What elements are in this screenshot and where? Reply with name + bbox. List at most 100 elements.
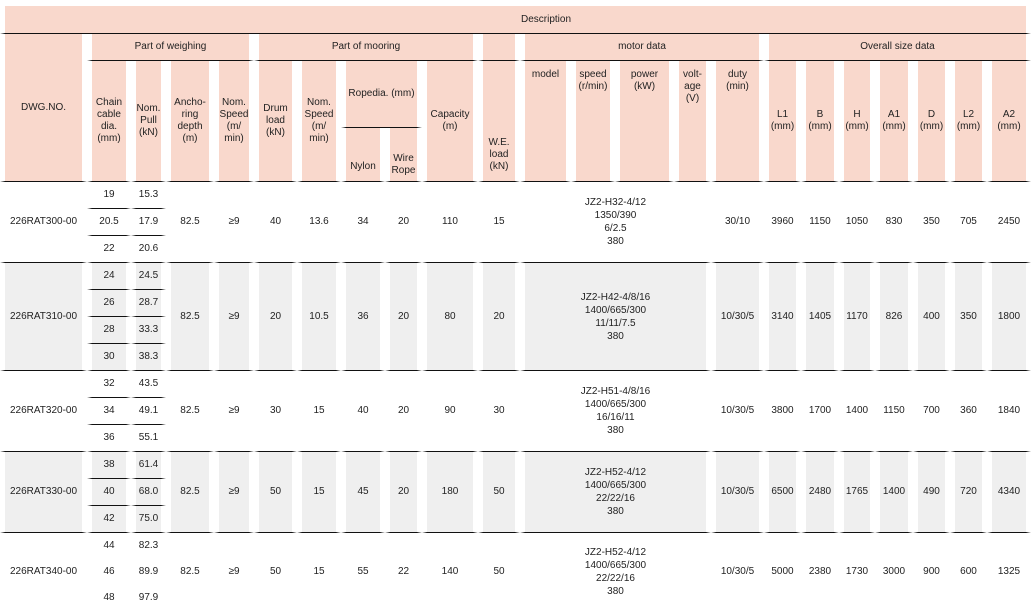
col-duty: duty (min) bbox=[711, 61, 764, 182]
nom-pull-cell: 61.4 bbox=[131, 452, 166, 479]
we-load-cell: 30 bbox=[478, 371, 520, 452]
chain-dia-cell: 40 bbox=[87, 479, 131, 506]
nom-pull-cell: 33.3 bbox=[131, 317, 166, 344]
overall-size-header: Overall size data bbox=[764, 34, 1031, 61]
nom-pull-cell: 82.3 bbox=[131, 533, 166, 559]
nom-pull-cell: 68.0 bbox=[131, 479, 166, 506]
h-cell: 1170 bbox=[839, 263, 875, 371]
col-anchoring-depth: Ancho-ring depth (m) bbox=[166, 61, 214, 182]
motor-data-line: 22/22/16 bbox=[596, 573, 635, 584]
we-load-cell: 50 bbox=[478, 533, 520, 611]
l1-cell: 3140 bbox=[764, 263, 801, 371]
table-row: 46 89.9 bbox=[0, 559, 1031, 585]
col-D: D (mm) bbox=[913, 61, 950, 182]
table-row: 48 97.9 bbox=[0, 585, 1031, 611]
wire-cell: 20 bbox=[385, 182, 422, 263]
chain-dia-cell: 44 bbox=[87, 533, 131, 559]
d-cell: 400 bbox=[913, 263, 950, 371]
motor-data-line: JZ2-H52-4/12 bbox=[584, 547, 647, 558]
l2-cell: 600 bbox=[950, 533, 987, 611]
d-cell: 350 bbox=[913, 182, 950, 263]
col-L2: L2 (mm) bbox=[950, 61, 987, 182]
chain-dia-cell: 26 bbox=[87, 290, 131, 317]
dwg-no-header: DWG.NO. bbox=[0, 34, 87, 182]
b-cell: 1150 bbox=[801, 182, 839, 263]
drum-cell: 40 bbox=[254, 182, 297, 263]
col-model: model bbox=[520, 61, 571, 182]
table-row: 226RAT320-00 32 43.5 82.5 ≥9 30 15 40 20 90 30 JZ2-… bbox=[0, 371, 1031, 452]
chain-dia-cell: 46 bbox=[87, 559, 131, 585]
col-chain-dia: Chain cable dia. (mm) bbox=[87, 61, 131, 182]
m-speed-cell: 15 bbox=[297, 452, 341, 533]
table-row: 226RAT340-00 44 82.3 82.5 ≥9 50 15 55 22 140 50 JZ2… bbox=[0, 533, 1031, 611]
duty-cell: 30/10 bbox=[711, 182, 764, 263]
nom-pull-cell: 43.5 bbox=[131, 371, 166, 398]
motor-data-line: 380 bbox=[607, 236, 624, 247]
col-power: power (kW) bbox=[615, 61, 674, 182]
b-cell: 2480 bbox=[801, 452, 839, 533]
drum-cell: 50 bbox=[254, 533, 297, 611]
anchoring-cell: 82.5 bbox=[166, 533, 214, 611]
chain-dia-cell: 32 bbox=[87, 371, 131, 398]
b-cell: 1405 bbox=[801, 263, 839, 371]
nylon-cell: 55 bbox=[341, 533, 385, 611]
we-load-cell: 50 bbox=[478, 452, 520, 533]
motor-data-line: 22/22/16 bbox=[596, 493, 635, 504]
nom-pull-cell: 17.9 bbox=[131, 209, 166, 236]
wire-cell: 20 bbox=[385, 452, 422, 533]
motor-data-line: 16/16/11 bbox=[596, 412, 635, 423]
nylon-cell: 45 bbox=[341, 452, 385, 533]
dwg-no-cell: 226RAT320-00 bbox=[0, 371, 87, 452]
l2-cell: 350 bbox=[950, 263, 987, 371]
motor-data-line: 380 bbox=[607, 330, 624, 342]
a2-cell: 4340 bbox=[987, 452, 1031, 533]
dwg-no-cell: 226RAT300-00 bbox=[0, 182, 87, 263]
d-cell: 490 bbox=[913, 452, 950, 533]
wire-cell: 22 bbox=[385, 533, 422, 611]
anchoring-cell: 82.5 bbox=[166, 452, 214, 533]
motor-data-line: 1400/665/300 bbox=[584, 304, 647, 316]
nom-pull-cell: 55.1 bbox=[131, 425, 166, 452]
motor-data-line: 1400/665/300 bbox=[584, 480, 647, 491]
col-B: B (mm) bbox=[801, 61, 839, 182]
motor-data-line: 11/11/7.5 bbox=[595, 317, 636, 329]
table-row: 40 68.0 bbox=[0, 479, 1031, 506]
wire-cell: 20 bbox=[385, 263, 422, 371]
chain-dia-cell: 28 bbox=[87, 317, 131, 344]
a1-cell: 1150 bbox=[875, 371, 913, 452]
wire-cell: 20 bbox=[385, 371, 422, 452]
a2-cell: 1800 bbox=[987, 263, 1031, 371]
capacity-cell: 90 bbox=[422, 371, 478, 452]
l2-cell: 720 bbox=[950, 452, 987, 533]
m-speed-cell: 10.5 bbox=[297, 263, 341, 371]
nylon-cell: 36 bbox=[341, 263, 385, 371]
chain-dia-cell: 48 bbox=[87, 585, 131, 611]
nom-pull-cell: 75.0 bbox=[131, 506, 166, 533]
chain-dia-cell: 34 bbox=[87, 398, 131, 425]
duty-cell: 10/30/5 bbox=[711, 371, 764, 452]
w-speed-cell: ≥9 bbox=[214, 452, 254, 533]
w-speed-cell: ≥9 bbox=[214, 263, 254, 371]
l1-cell: 3800 bbox=[764, 371, 801, 452]
drum-cell: 50 bbox=[254, 452, 297, 533]
motor-data-line: JZ2-H32-4/12 bbox=[584, 197, 647, 208]
m-speed-cell: 15 bbox=[297, 533, 341, 611]
nom-pull-cell: 15.3 bbox=[131, 182, 166, 209]
capacity-cell: 110 bbox=[422, 182, 478, 263]
nom-pull-cell: 49.1 bbox=[131, 398, 166, 425]
col-mooring-speed: Nom. Speed (m/ min) bbox=[297, 61, 341, 182]
chain-dia-cell: 24 bbox=[87, 263, 131, 290]
motor-data-cell: JZ2-H42-4/8/16 1400/665/300 11/11/7.5 380 bbox=[520, 263, 711, 371]
we-load-cell: 20 bbox=[478, 263, 520, 371]
col-ropedia: Ropedia. (mm) bbox=[341, 61, 422, 128]
table-header: Description DWG.NO. Part of weighing Par… bbox=[0, 6, 1031, 182]
col-drum-load: Drum load (kN) bbox=[254, 61, 297, 182]
nom-pull-cell: 38.3 bbox=[131, 344, 166, 371]
d-cell: 700 bbox=[913, 371, 950, 452]
col-we-load: W.E. load (kN) bbox=[478, 61, 520, 182]
motor-data-line: 1350/390 bbox=[594, 210, 637, 221]
a2-cell: 2450 bbox=[987, 182, 1031, 263]
table-row: 26 28.7 bbox=[0, 290, 1031, 317]
anchoring-cell: 82.5 bbox=[166, 182, 214, 263]
dwg-no-cell: 226RAT310-00 bbox=[0, 263, 87, 371]
